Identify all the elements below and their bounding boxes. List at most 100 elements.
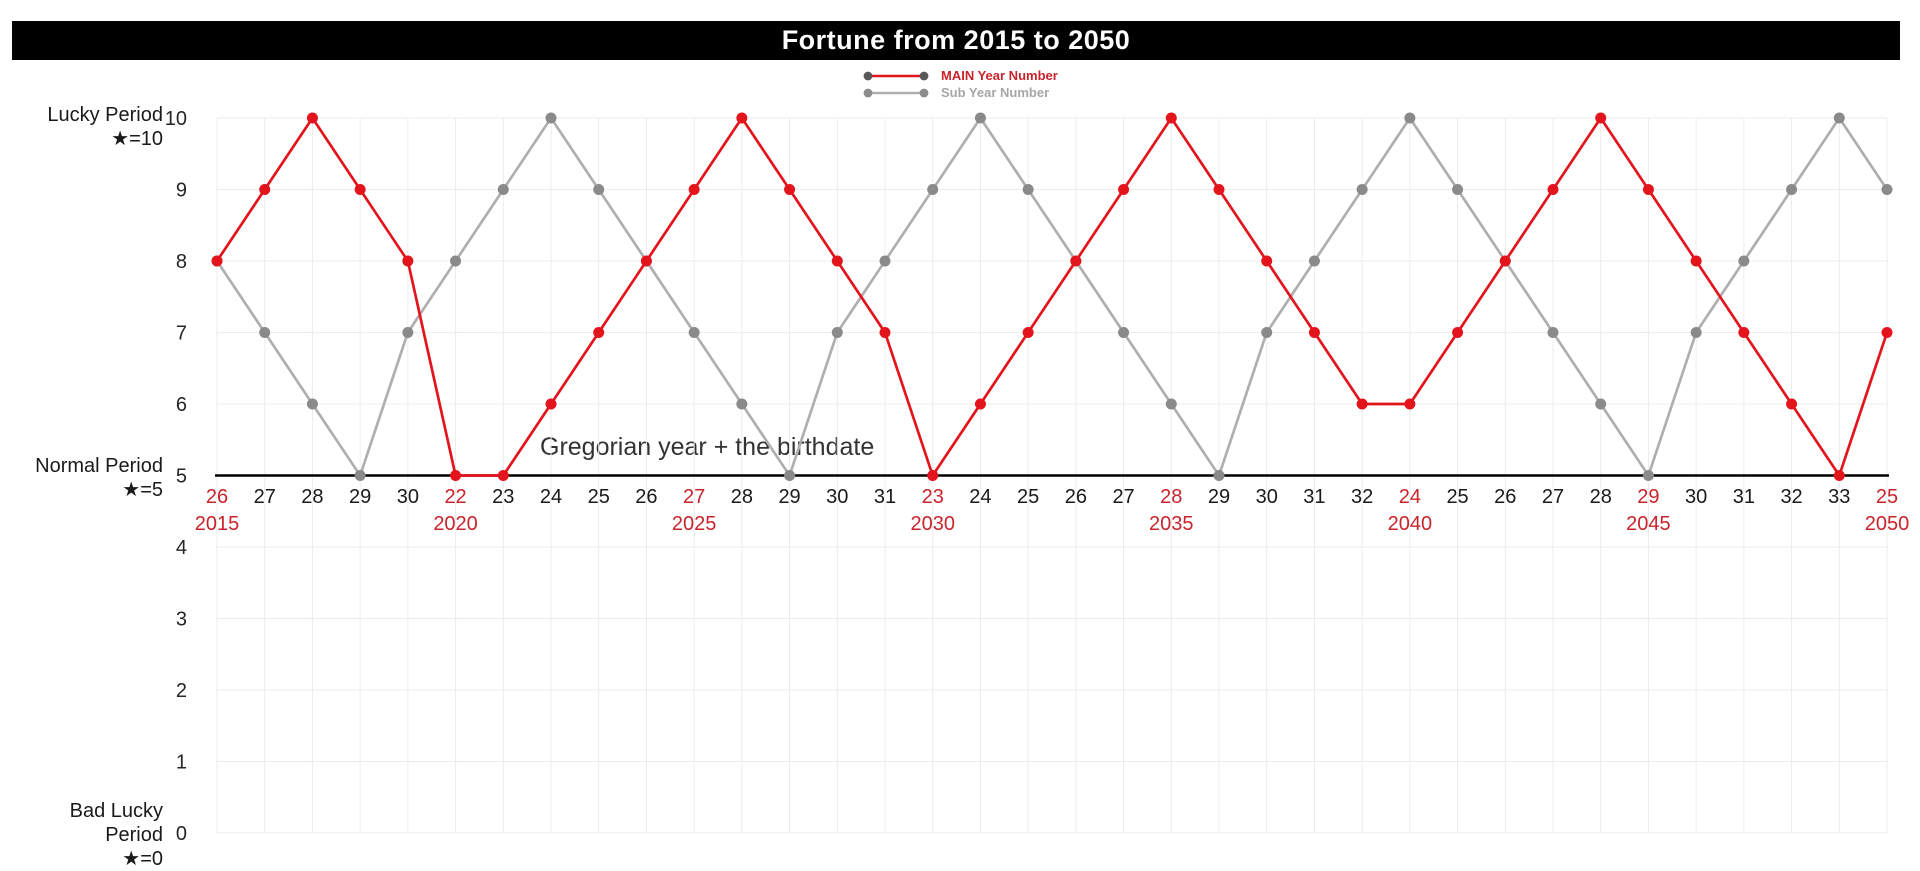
- y-tick-label: 3: [176, 609, 187, 631]
- sub-series-data-point: [1213, 470, 1225, 481]
- main-series-data-point: [879, 327, 891, 338]
- sub-series-data-point: [1165, 398, 1177, 410]
- main-series-data-point: [1786, 398, 1798, 410]
- main-series-data-point: [497, 470, 509, 481]
- main-series-data-point: [1118, 184, 1130, 195]
- x-tick-label: 28: [1160, 486, 1182, 508]
- main-series-data-point: [1547, 184, 1559, 195]
- sub-series-data-point: [593, 184, 605, 195]
- sub-series-data-point: [1595, 398, 1607, 410]
- x-tick-label: 30: [826, 486, 848, 508]
- main-series-data-point: [1308, 327, 1320, 338]
- sub-series-data-point: [974, 112, 986, 124]
- legend-dot-icon: [863, 71, 873, 80]
- x-tick-label: 24: [1399, 486, 1421, 508]
- main-series-data-point: [593, 327, 605, 338]
- sub-series-data-point: [354, 470, 366, 481]
- x-tick-label: 22: [444, 486, 466, 508]
- sub-series-data-point: [879, 255, 891, 267]
- x-tick-label: 27: [1542, 486, 1564, 508]
- bad-lucky-period-label: Bad Lucky Period: [69, 800, 163, 846]
- x-tick-label: 26: [635, 486, 657, 508]
- year-label: 2035: [1149, 513, 1194, 535]
- main-series-data-point: [1261, 255, 1273, 267]
- main-series-data-point: [1499, 255, 1511, 267]
- main-series-data-point: [1356, 398, 1368, 410]
- y-tick-label: 7: [176, 323, 187, 345]
- sub-series-data-point: [1547, 327, 1559, 338]
- x-tick-label: 25: [1017, 486, 1039, 508]
- legend-item-main: MAIN Year Number: [862, 67, 1058, 84]
- x-tick-label: 30: [1685, 486, 1707, 508]
- main-series-data-point: [688, 184, 700, 195]
- main-series-data-point: [736, 112, 748, 124]
- normal-period-star-value: ★=5: [122, 479, 163, 501]
- x-tick-label: 33: [1828, 486, 1850, 508]
- main-series-data-point: [974, 398, 986, 410]
- main-series-data-point: [1022, 327, 1034, 338]
- main-series-data-point: [1070, 255, 1082, 267]
- x-tick-label: 28: [301, 486, 323, 508]
- y-tick-label: 10: [165, 108, 187, 130]
- sub-series-data-point: [402, 327, 414, 338]
- year-label: 2045: [1626, 513, 1671, 535]
- y-tick-label: 9: [176, 180, 187, 202]
- x-tick-label: 30: [397, 486, 419, 508]
- main-series-line: [215, 115, 1889, 479]
- sub-series-data-point: [1261, 327, 1273, 338]
- main-series-data-point: [1595, 112, 1607, 124]
- sub-series-data-point: [259, 327, 271, 338]
- main-series-data-point: [450, 470, 462, 481]
- x-tick-label: 32: [1351, 486, 1373, 508]
- y-tick-label: 1: [176, 752, 187, 774]
- main-series-data-point: [402, 255, 414, 267]
- x-tick-label: 29: [1208, 486, 1230, 508]
- sub-series-data-point: [831, 327, 843, 338]
- sub-series-data-point: [1690, 327, 1702, 338]
- x-tick-label: 25: [1446, 486, 1468, 508]
- x-tick-label: 31: [874, 486, 896, 508]
- main-series-data-point: [545, 398, 557, 410]
- x-tick-label: 24: [969, 486, 991, 508]
- sub-series-legend-glyph: [863, 88, 929, 97]
- main-series-legend-glyph: [863, 71, 929, 80]
- legend: MAIN Year Number Sub Year Number: [862, 67, 1058, 101]
- sub-series-data-point: [1786, 184, 1798, 195]
- sub-series-data-point: [1642, 470, 1654, 481]
- x-tick-label: 25: [1876, 486, 1898, 508]
- legend-label-sub: Sub Year Number: [941, 85, 1050, 100]
- sub-series-data-point: [1308, 255, 1320, 267]
- x-tick-label: 28: [1590, 486, 1612, 508]
- x-tick-label: 29: [1637, 486, 1659, 508]
- legend-label-main: MAIN Year Number: [941, 68, 1058, 83]
- x-tick-label: 23: [492, 486, 514, 508]
- sub-series-data-point: [1452, 184, 1464, 195]
- year-label: 2020: [433, 513, 478, 535]
- sub-series-data-point: [1881, 184, 1893, 195]
- x-tick-label: 26: [1494, 486, 1516, 508]
- y-tick-label: 2: [176, 680, 187, 702]
- x-tick-label: 26: [206, 486, 228, 508]
- main-series-data-point: [831, 255, 843, 267]
- sub-series-data-point: [784, 470, 796, 481]
- year-label: 2025: [672, 513, 717, 535]
- main-series-data-point: [1738, 327, 1750, 338]
- main-series-data-point: [640, 255, 652, 267]
- main-series-data-point: [1213, 184, 1225, 195]
- x-tick-label: 28: [731, 486, 753, 508]
- sub-series-data-point: [1356, 184, 1368, 195]
- main-series-data-point: [1165, 112, 1177, 124]
- x-tick-label: 23: [922, 486, 944, 508]
- sub-series-data-point: [1833, 112, 1845, 124]
- main-series-data-point: [306, 112, 318, 124]
- x-tick-label: 27: [1112, 486, 1134, 508]
- y-annotation-normal-period: Normal Period ★=5: [18, 454, 163, 502]
- lucky-period-label: Lucky Period: [47, 104, 163, 126]
- lucky-period-star-value: ★=10: [111, 128, 163, 150]
- main-series-data-point: [354, 184, 366, 195]
- x-tick-label: 26: [1065, 486, 1087, 508]
- x-tick-label: 27: [254, 486, 276, 508]
- sub-series-data-point: [927, 184, 939, 195]
- main-series-data-point: [1881, 327, 1893, 338]
